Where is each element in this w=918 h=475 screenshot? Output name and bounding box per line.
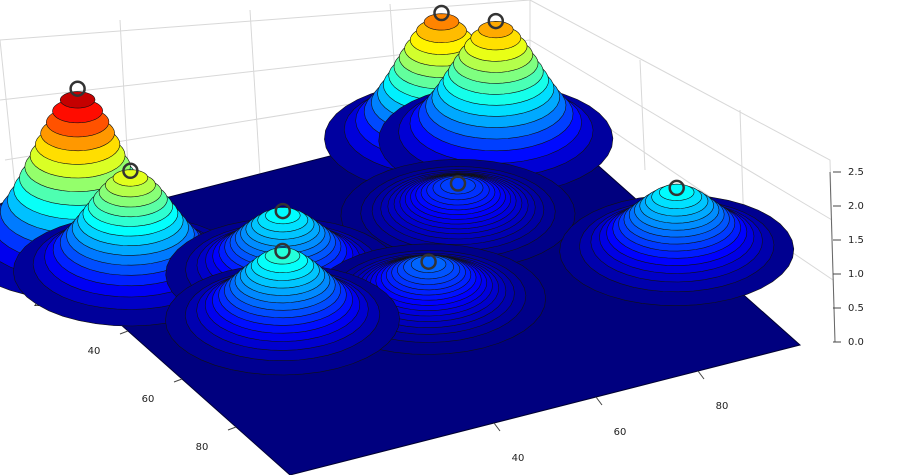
- x-tick-label: 80: [196, 442, 209, 453]
- x-tick: [173, 378, 183, 383]
- z-tick-label: 2.5: [848, 167, 864, 178]
- x-tick: [227, 426, 237, 431]
- peak-surface: [559, 183, 795, 307]
- y-tick: [697, 370, 705, 380]
- peak-marker: [433, 4, 450, 22]
- peak-marker: [449, 175, 467, 192]
- peak-marker: [487, 12, 505, 30]
- z-tick-label: 0.5: [848, 303, 864, 314]
- x-tick: [119, 330, 129, 335]
- z-tick-label: 2.0: [848, 201, 864, 212]
- y-tick: [493, 422, 501, 432]
- x-tick-label: 60: [142, 394, 155, 405]
- peak-marker: [274, 242, 291, 260]
- z-tick-label: 1.0: [848, 269, 864, 280]
- peak-marker: [69, 80, 86, 97]
- surface-band: [423, 13, 460, 31]
- z-tick-label: 0.0: [848, 337, 864, 348]
- x-tick-label: 40: [88, 346, 101, 357]
- surface-band: [265, 206, 301, 225]
- surface-band: [478, 20, 514, 39]
- z-tick-label: 1.5: [848, 235, 864, 246]
- y-tick-label: 80: [716, 401, 729, 412]
- y-tick-label: 60: [614, 427, 627, 438]
- peak-surface: [165, 247, 400, 376]
- peak-surface: [378, 20, 614, 196]
- surface-band: [658, 183, 695, 201]
- peak-marker: [668, 179, 685, 197]
- y-tick-label: 40: [512, 453, 525, 464]
- surface-band: [410, 255, 447, 273]
- surface-band: [440, 177, 476, 195]
- y-tick: [595, 396, 603, 406]
- peak-surface: [340, 158, 576, 271]
- peak-marker: [274, 202, 292, 220]
- z-axis: [829, 171, 836, 343]
- peak-marker: [420, 253, 437, 270]
- surface-band: [264, 247, 301, 265]
- surface-band: [59, 91, 96, 109]
- peak-marker: [122, 162, 139, 180]
